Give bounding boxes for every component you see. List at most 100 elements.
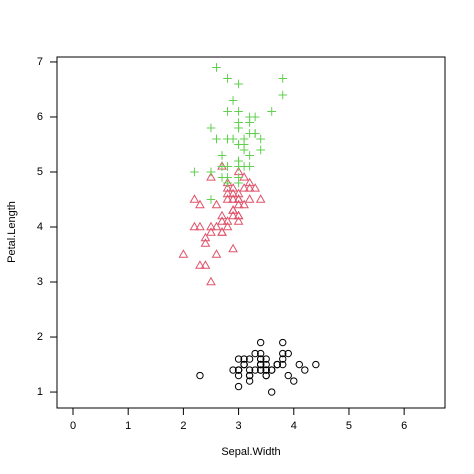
x-tick-label: 2 [180,420,186,432]
x-axis-label: Sepal.Width [221,446,280,458]
point [206,172,216,181]
point [217,173,227,182]
x-tick-label: 5 [346,420,352,432]
point [189,194,200,203]
point [211,249,222,258]
point [223,134,232,144]
point [195,260,205,269]
y-axis-label: Petal.Length [6,201,18,263]
point [217,216,227,225]
point [256,360,265,369]
point [200,260,211,269]
point [256,366,265,374]
point [196,371,204,380]
point [178,249,189,258]
point [279,338,287,347]
point [222,194,233,203]
point [239,199,249,209]
point [222,221,233,231]
point [262,360,270,369]
point [217,162,227,171]
point [233,216,244,225]
point [267,388,276,396]
point [223,107,232,116]
point [278,90,288,100]
point [206,276,216,286]
point [228,205,238,214]
point [239,183,249,192]
point [262,371,270,380]
point [279,349,287,358]
point [200,232,211,242]
point [256,349,265,358]
point [233,199,244,209]
point [262,355,270,363]
point [234,178,243,188]
point [195,221,205,231]
point [234,107,243,116]
point [211,199,222,209]
point [206,167,216,177]
point [284,349,292,358]
point [240,360,248,369]
point [244,177,255,187]
point [256,338,265,347]
point [206,221,216,231]
point [279,360,287,369]
point [273,360,281,369]
point [217,210,227,220]
point [222,183,233,192]
point [251,349,259,358]
point [190,167,199,177]
point [233,210,244,220]
point [233,188,244,198]
point [256,145,265,155]
point [256,134,265,144]
point [212,63,221,72]
point [234,371,243,380]
x-tick-label: 3 [236,420,242,432]
point [245,371,254,380]
point [278,74,288,83]
y-tick-label: 6 [37,111,43,123]
point [251,366,259,374]
point [234,123,243,133]
point [228,210,238,220]
point [228,96,238,105]
point [245,151,254,160]
point [233,194,244,203]
point [195,199,205,209]
x-tick-label: 6 [401,420,407,432]
point [245,118,254,127]
point [234,366,243,374]
point [240,355,248,363]
point [234,162,243,171]
point [250,129,260,138]
point [217,151,227,160]
point [295,360,303,369]
point [284,371,292,380]
x-tick-label: 1 [125,420,131,432]
y-tick-label: 1 [37,386,43,398]
point [234,382,243,391]
point [228,194,238,203]
point [267,366,276,374]
y-tick-label: 2 [37,331,43,343]
x-tick-label: 4 [291,420,297,432]
point [239,172,249,181]
point [245,355,254,363]
point [228,188,238,198]
point [206,195,216,204]
point [234,79,243,89]
point [229,366,237,374]
point [223,178,232,188]
y-tick-label: 7 [37,56,43,68]
point [228,183,238,192]
point [244,194,255,203]
x-tick-label: 0 [70,420,76,432]
point [206,123,216,133]
point [200,238,211,247]
point [234,355,243,363]
point [262,366,270,374]
